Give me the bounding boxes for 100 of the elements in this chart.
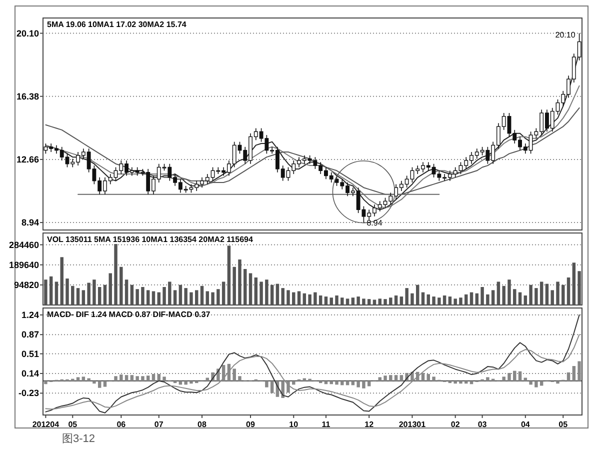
bar (276, 284, 280, 305)
bar (400, 296, 404, 305)
bar (195, 290, 198, 305)
bar (459, 380, 462, 384)
bar (92, 380, 96, 384)
bar (130, 284, 134, 305)
bar (265, 280, 268, 305)
x-tick-label: 03 (478, 420, 488, 429)
bar (470, 292, 474, 305)
bar (60, 257, 64, 305)
bar (238, 259, 242, 305)
bar (389, 298, 392, 305)
bar (454, 298, 457, 305)
bar (362, 298, 366, 305)
bar (232, 266, 236, 305)
bar (206, 291, 210, 305)
bar (496, 282, 500, 305)
bar (82, 376, 86, 381)
bar (98, 287, 102, 305)
x-tick-label: 05 (558, 420, 568, 429)
bar (152, 291, 156, 305)
bar (49, 276, 53, 305)
x-tick-label: 10 (289, 420, 299, 429)
bar (211, 292, 214, 305)
bar (302, 293, 306, 305)
bar (76, 288, 80, 305)
x-tick-label: 11 (322, 420, 331, 429)
bar (378, 377, 382, 381)
bar (146, 290, 150, 305)
bar (534, 288, 538, 305)
bar (416, 284, 420, 305)
annotation: 8.94 (366, 218, 383, 228)
bar (281, 288, 284, 305)
bar (508, 280, 511, 305)
x-tick-label: 201301 (398, 420, 426, 429)
x-tick-label: 09 (246, 420, 256, 429)
bar (556, 282, 560, 305)
bar (534, 380, 538, 388)
bar (44, 380, 48, 384)
bar (502, 286, 506, 305)
x-tick-label: 06 (116, 420, 126, 429)
x-tick-label: 12 (364, 420, 374, 429)
bar (562, 284, 565, 305)
bar (421, 292, 425, 305)
bar (173, 290, 177, 305)
bar (486, 377, 490, 381)
bar (524, 295, 528, 305)
bar (340, 298, 344, 305)
bar (480, 287, 484, 305)
bar (54, 282, 58, 305)
bar (162, 376, 166, 381)
bar (66, 278, 69, 305)
bar (108, 273, 112, 305)
y-tick-label: 16.38 (16, 91, 39, 102)
bar (157, 292, 160, 305)
bar (92, 280, 96, 305)
bar (98, 380, 102, 388)
bar (141, 376, 144, 381)
bar (340, 380, 344, 386)
bar (292, 292, 296, 305)
bar (330, 298, 333, 305)
bar (254, 277, 258, 305)
bar (238, 376, 242, 381)
bar (141, 287, 144, 305)
bar (540, 282, 544, 305)
x-tick-label: 05 (68, 420, 78, 429)
bar (190, 380, 193, 384)
bar (394, 295, 398, 305)
bar (136, 289, 139, 305)
y-tick-label: 0.51 (21, 348, 39, 359)
bar (486, 294, 490, 305)
bar (248, 273, 252, 305)
bar (227, 246, 231, 305)
bar (178, 284, 182, 305)
bar (136, 376, 139, 381)
bar (190, 292, 193, 305)
bar (114, 244, 118, 305)
bar (502, 376, 506, 381)
bar (432, 376, 436, 381)
bar (120, 266, 123, 305)
bar (346, 298, 350, 305)
bar (356, 380, 360, 388)
y-tick-label: 94820 (14, 280, 39, 290)
bar (442, 295, 446, 305)
bar (566, 277, 570, 305)
y-tick-label: 0.87 (21, 330, 39, 340)
bar (222, 282, 226, 305)
bar (529, 380, 532, 385)
bar (384, 299, 387, 305)
bar (550, 290, 554, 305)
bar (410, 293, 414, 305)
bar (308, 294, 312, 305)
y-tick-label: 189640 (8, 260, 39, 270)
bar (464, 294, 468, 305)
x-tick-label: 201204 (32, 420, 60, 429)
bar (556, 380, 560, 384)
bar (524, 378, 528, 381)
bar (372, 300, 376, 305)
bar (405, 288, 408, 305)
bar (448, 296, 452, 305)
